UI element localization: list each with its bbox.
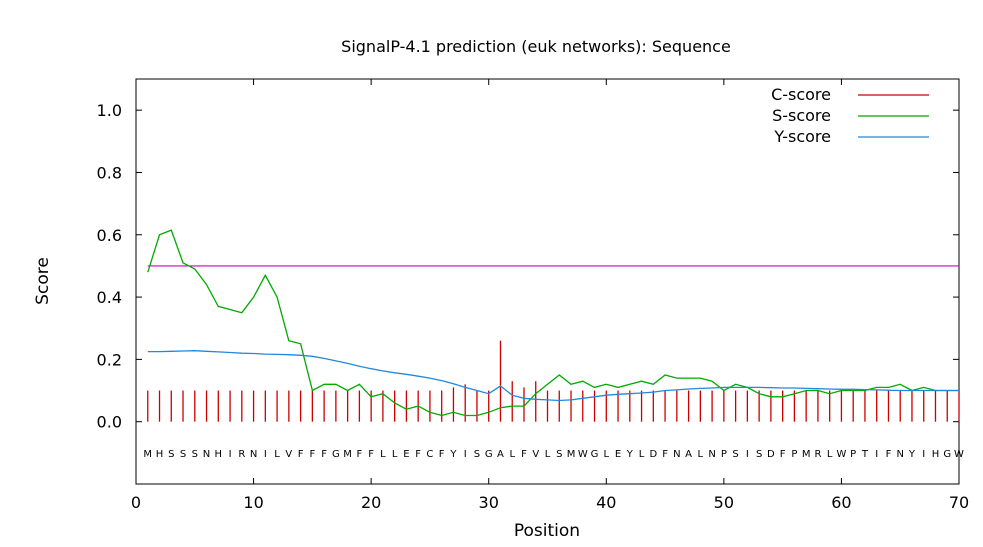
sequence-residue: R <box>814 449 821 460</box>
sequence-residue: P <box>791 449 797 460</box>
sequence-residue: I <box>875 449 878 460</box>
sequence-residue: V <box>532 449 539 460</box>
y-tick-label: 0.0 <box>97 413 122 432</box>
sequence-residue: W <box>578 449 588 460</box>
sequence-residue: I <box>229 449 232 460</box>
sequence-residue: L <box>545 449 551 460</box>
sequence-residue: T <box>861 449 869 460</box>
sequence-residue: F <box>357 449 363 460</box>
plot-frame <box>135 78 960 485</box>
sequence-residue: F <box>886 449 892 460</box>
sequence-residue: G <box>332 449 340 460</box>
sequence-residue: Y <box>908 449 916 460</box>
sequence-residue: L <box>639 449 645 460</box>
sequence-residue: N <box>673 449 680 460</box>
legend-label: Y-score <box>773 127 831 146</box>
y-axis-label: Score <box>33 257 53 305</box>
sequence-residue: D <box>767 449 775 460</box>
sequence-residue: A <box>685 449 692 460</box>
sequence-residue: S <box>180 449 186 460</box>
x-tick-label: 20 <box>361 493 381 512</box>
sequence-residue: G <box>485 449 493 460</box>
legend-label: C-score <box>771 85 831 104</box>
sequence-residue: M <box>802 449 811 460</box>
x-axis-label: Position <box>514 521 580 541</box>
sequence-residue: L <box>392 449 398 460</box>
sequence-residue: L <box>698 449 704 460</box>
sequence-residue: F <box>662 449 668 460</box>
sequence-residue: L <box>274 449 280 460</box>
x-tick-label: 40 <box>596 493 616 512</box>
sequence-residue: M <box>567 449 576 460</box>
sequence-residue: S <box>168 449 174 460</box>
sequence-residue: V <box>285 449 292 460</box>
sequence-residue: L <box>380 449 386 460</box>
sequence-residue: N <box>203 449 210 460</box>
sequence-residue: M <box>143 449 152 460</box>
sequence-residue: S <box>192 449 198 460</box>
x-tick-label: 30 <box>479 493 499 512</box>
sequence-residue: N <box>896 449 903 460</box>
sequence-residue: H <box>215 449 223 460</box>
sequence-residue: E <box>615 449 621 460</box>
x-tick-label: 60 <box>831 493 851 512</box>
sequence-residue: S <box>556 449 562 460</box>
y-tick-label: 0.6 <box>97 226 122 245</box>
sequence-residue: Y <box>626 449 634 460</box>
sequence-residue: W <box>954 449 964 460</box>
sequence-residue: L <box>509 449 515 460</box>
chart-title: SignalP-4.1 prediction (euk networks): S… <box>341 37 731 56</box>
sequence-residue: L <box>827 449 833 460</box>
sequence-residue: P <box>721 449 727 460</box>
sequence-residue: A <box>497 449 504 460</box>
sequence-residue: F <box>368 449 374 460</box>
sequence-residue: Y <box>449 449 457 460</box>
sequence-residue: G <box>591 449 599 460</box>
sequence-residue: C <box>426 449 433 460</box>
sequence-residue: W <box>836 449 846 460</box>
sequence-residue: I <box>464 449 467 460</box>
sequence-residue: F <box>415 449 421 460</box>
s-score-line <box>147 229 959 417</box>
sequence-residue: P <box>850 449 856 460</box>
sequence-residue: S <box>732 449 738 460</box>
x-tick-label: 0 <box>131 493 141 512</box>
sequence-residue: I <box>746 449 749 460</box>
sequence-residue: D <box>649 449 657 460</box>
x-tick-label: 70 <box>949 493 969 512</box>
y-score-line <box>147 350 959 402</box>
sequence-residue: R <box>238 449 245 460</box>
sequence-residue: H <box>156 449 164 460</box>
sequence-residue: G <box>943 449 951 460</box>
y-tick-label: 0.4 <box>97 288 122 307</box>
sequence-residue: F <box>309 449 315 460</box>
sequence-residue: F <box>298 449 304 460</box>
legend-label: S-score <box>772 106 831 125</box>
sequence-residue: S <box>474 449 480 460</box>
y-tick-label: 0.2 <box>97 350 122 369</box>
sequence-residue: N <box>250 449 257 460</box>
sequence-residue: F <box>521 449 527 460</box>
sequence-residue: E <box>403 449 409 460</box>
sequence-residue: M <box>343 449 352 460</box>
sequence-residue: F <box>321 449 327 460</box>
sequence-residue: L <box>603 449 609 460</box>
x-tick-label: 50 <box>714 493 734 512</box>
sequence-residue: H <box>932 449 940 460</box>
sequence-residue: I <box>264 449 267 460</box>
sequence-residue: N <box>708 449 715 460</box>
sequence-residue: S <box>756 449 762 460</box>
sequence-residue: F <box>439 449 445 460</box>
sequence-residue: I <box>922 449 925 460</box>
y-tick-label: 1.0 <box>97 101 122 120</box>
x-tick-label: 10 <box>243 493 263 512</box>
sequence-residue: F <box>780 449 786 460</box>
y-tick-label: 0.8 <box>97 163 122 182</box>
